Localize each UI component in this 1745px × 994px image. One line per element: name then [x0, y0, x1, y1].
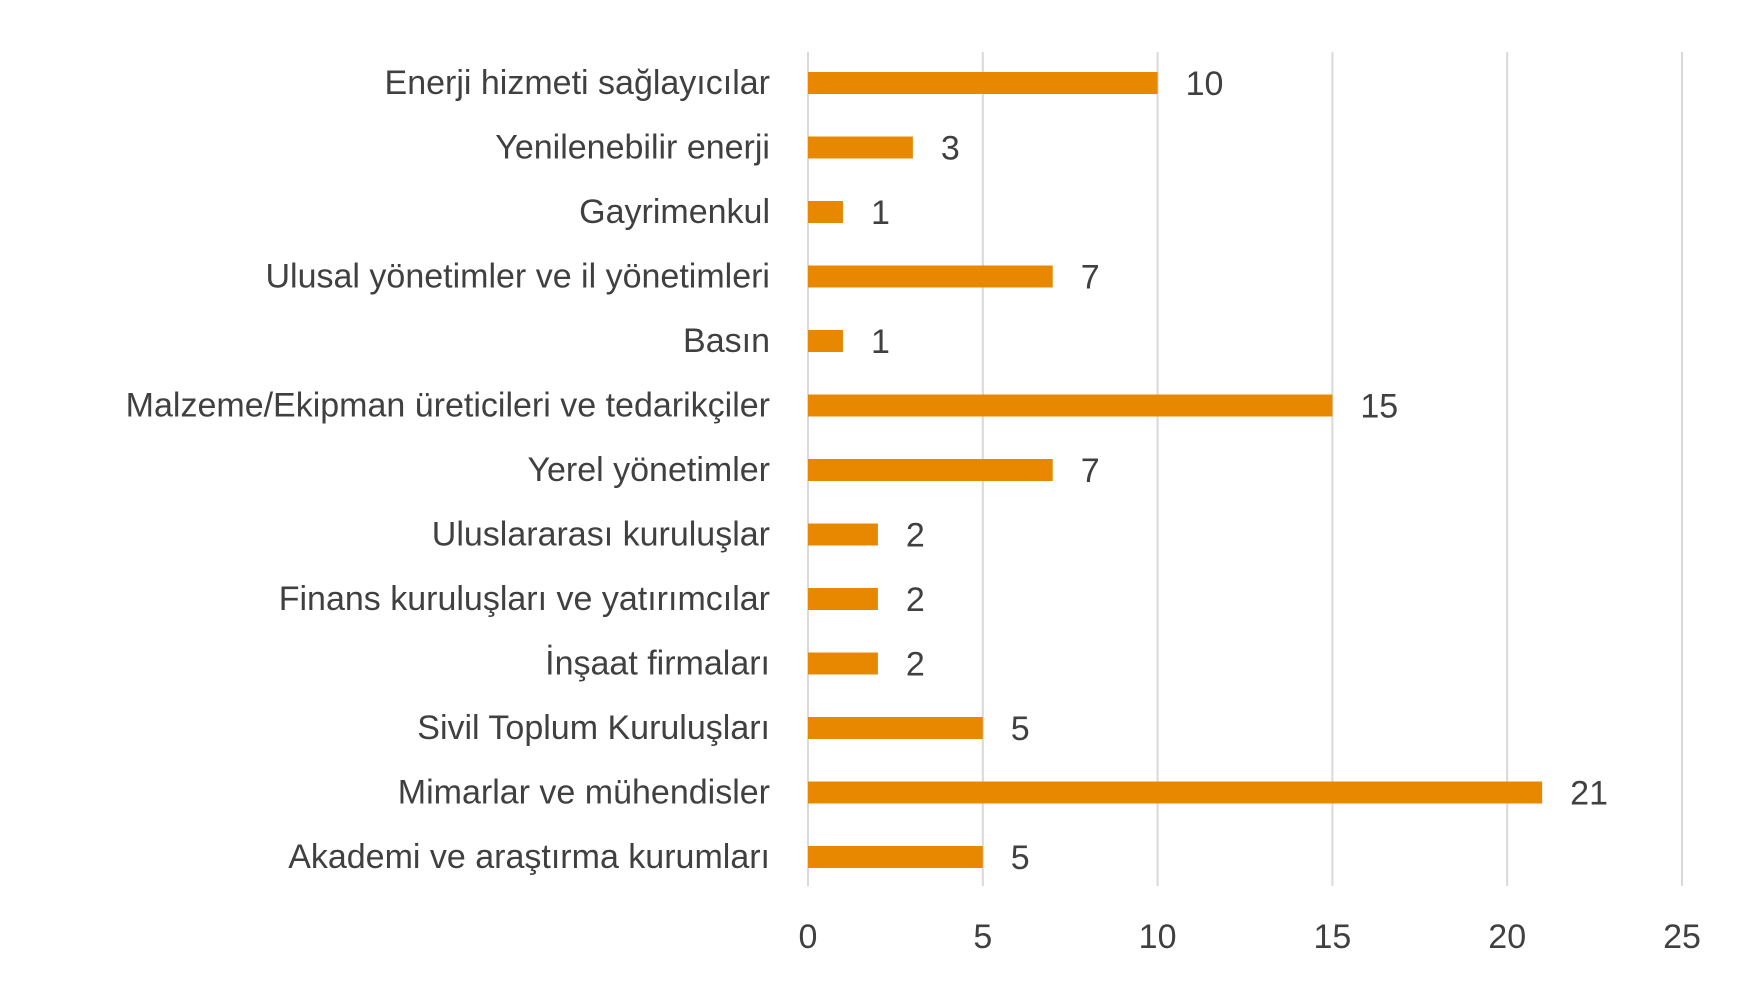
data-labels: 10 3 1 7 1 15 7 2 2 2 5 21 5	[871, 65, 1608, 877]
bar	[808, 136, 913, 159]
data-label: 10	[1186, 65, 1224, 103]
category-label: Uluslararası kuruluşlar	[432, 516, 770, 554]
category-label: Sivil Toplum Kuruluşları	[417, 709, 770, 747]
bar	[808, 523, 878, 546]
data-label: 1	[871, 194, 890, 232]
x-tick-label: 20	[1488, 918, 1526, 956]
x-tick-label: 0	[799, 918, 818, 956]
data-label: 1	[871, 323, 890, 361]
category-label: Gayrimenkul	[579, 193, 770, 231]
data-label: 21	[1570, 775, 1608, 813]
bar	[808, 717, 983, 739]
category-label: Basın	[683, 322, 770, 360]
data-label: 2	[906, 646, 925, 684]
bar	[808, 781, 1543, 804]
data-label: 5	[1011, 839, 1030, 877]
category-label: Mimarlar ve mühendisler	[398, 774, 770, 812]
category-label: Ulusal yönetimler ve il yönetimleri	[265, 258, 770, 296]
category-label: Yenilenebilir enerji	[495, 129, 770, 167]
bar	[808, 265, 1053, 288]
x-tick-label: 15	[1313, 918, 1351, 956]
category-label: Enerji hizmeti sağlayıcılar	[385, 64, 770, 102]
category-label: Yerel yönetimler	[527, 451, 770, 489]
bar	[808, 201, 843, 223]
category-label: İnşaat firmaları	[545, 645, 770, 683]
data-label: 2	[906, 517, 925, 555]
category-labels: Enerji hizmeti sağlayıcılar Yenilenebilir…	[126, 64, 770, 876]
bar	[808, 846, 983, 868]
x-tick-label: 25	[1663, 918, 1701, 956]
bar	[808, 72, 1158, 94]
data-label: 15	[1360, 388, 1398, 426]
x-tick-label: 10	[1139, 918, 1177, 956]
x-tick-label: 5	[973, 918, 992, 956]
bar	[808, 459, 1053, 481]
bar	[808, 652, 878, 675]
category-label: Finans kuruluşları ve yatırımcılar	[279, 580, 770, 618]
data-label: 5	[1011, 710, 1030, 748]
bar	[808, 588, 878, 610]
data-label: 7	[1081, 452, 1100, 490]
data-label: 3	[941, 130, 960, 168]
grid-lines	[807, 52, 1683, 886]
category-label: Akademi ve araştırma kurumları	[288, 838, 770, 876]
bar	[808, 330, 843, 352]
data-label: 7	[1081, 259, 1100, 297]
data-label: 2	[906, 581, 925, 619]
bars	[808, 72, 1543, 868]
x-axis-ticks: 0 5 10 15 20 25	[799, 918, 1701, 956]
category-label: Malzeme/Ekipman üreticileri ve tedarikçi…	[126, 387, 770, 425]
bar	[808, 394, 1333, 417]
